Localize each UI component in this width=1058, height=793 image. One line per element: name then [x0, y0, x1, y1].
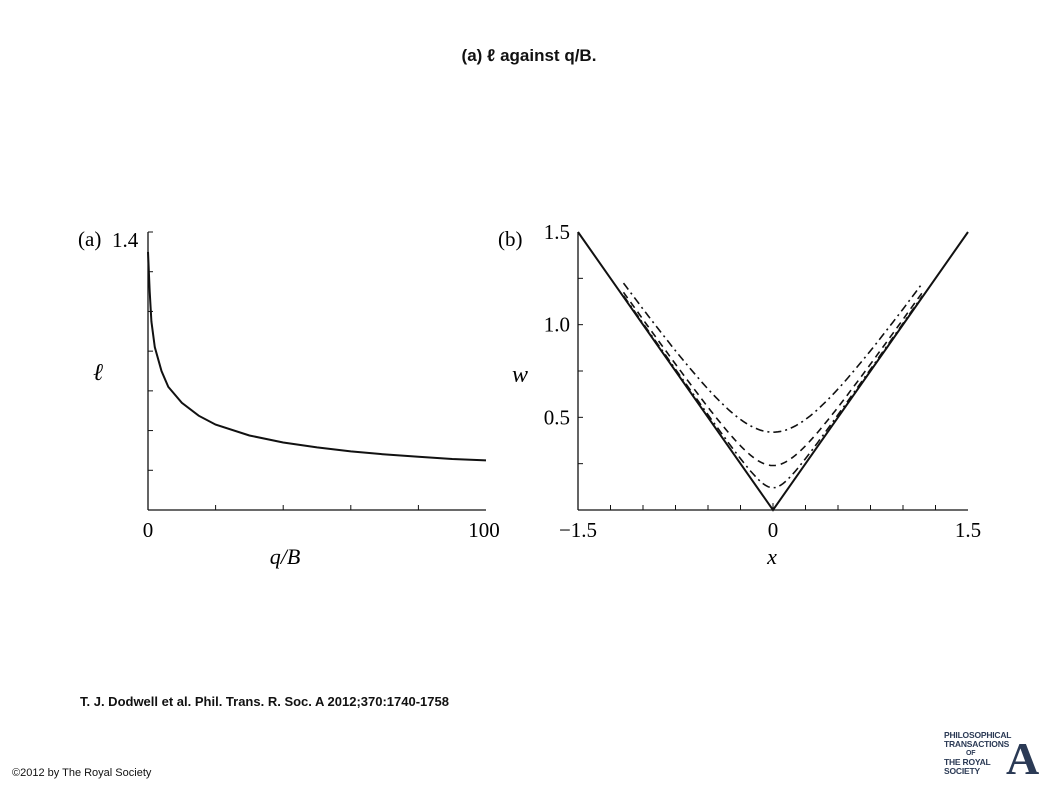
panel-b: (b) 0.5 1.0 1.5 −1.5 0 1.5 w x [498, 220, 981, 569]
panel-b-y-tick-label: 1.5 [544, 220, 570, 244]
panel-a-label: (a) [78, 227, 101, 251]
slide-title: (a) ℓ against q/B. [461, 46, 597, 65]
panel-b-series-line-4 [622, 295, 924, 489]
logo-line-3: OF [966, 750, 976, 757]
logo-line-1: PHILOSOPHICAL [944, 730, 1012, 740]
panel-a-x-axis-label: q/B [270, 544, 301, 569]
panel-b-ticks [578, 277, 936, 510]
panel-b-series [577, 231, 969, 512]
panel-b-x-axis-label: x [766, 544, 777, 569]
panel-b-x-tick-label: 1.5 [955, 518, 981, 542]
panel-b-series-line-2 [622, 282, 924, 434]
panel-a: (a) 1.4 0 100 ℓ q/B [78, 227, 500, 569]
panel-b-y-tick-labels: 0.5 1.0 1.5 [544, 220, 570, 429]
panel-b-x-tick-labels: −1.5 0 1.5 [559, 518, 981, 542]
logo-letter: A [1006, 733, 1040, 784]
panel-a-x-tick-label-1: 100 [468, 518, 500, 542]
panel-b-label: (b) [498, 227, 523, 251]
panel-a-y-tick-label: 1.4 [112, 228, 139, 252]
panel-b-x-tick-label: 0 [768, 518, 779, 542]
panel-b-x-tick-label: −1.5 [559, 518, 597, 542]
panel-a-series-line [147, 251, 487, 462]
logo-line-2: TRANSACTIONS [944, 739, 1010, 749]
panel-b-series-line-1 [577, 231, 969, 512]
citation: T. J. Dodwell et al. Phil. Trans. R. Soc… [80, 694, 449, 709]
panel-b-y-tick-label: 1.0 [544, 313, 570, 337]
panel-b-y-tick-label: 0.5 [544, 405, 570, 429]
logo-line-5: SOCIETY [944, 766, 980, 776]
logo-line-4: THE ROYAL [944, 757, 991, 767]
panel-a-ticks [148, 231, 419, 510]
copyright: ©2012 by The Royal Society [12, 767, 152, 779]
panel-a-x-tick-label-0: 0 [143, 518, 154, 542]
panel-a-y-axis-label: ℓ [93, 360, 103, 386]
royal-society-logo: PHILOSOPHICAL TRANSACTIONS OF THE ROYAL … [944, 730, 1039, 782]
panel-b-y-axis-label: w [512, 362, 528, 388]
panel-b-series-line-3 [622, 291, 924, 467]
